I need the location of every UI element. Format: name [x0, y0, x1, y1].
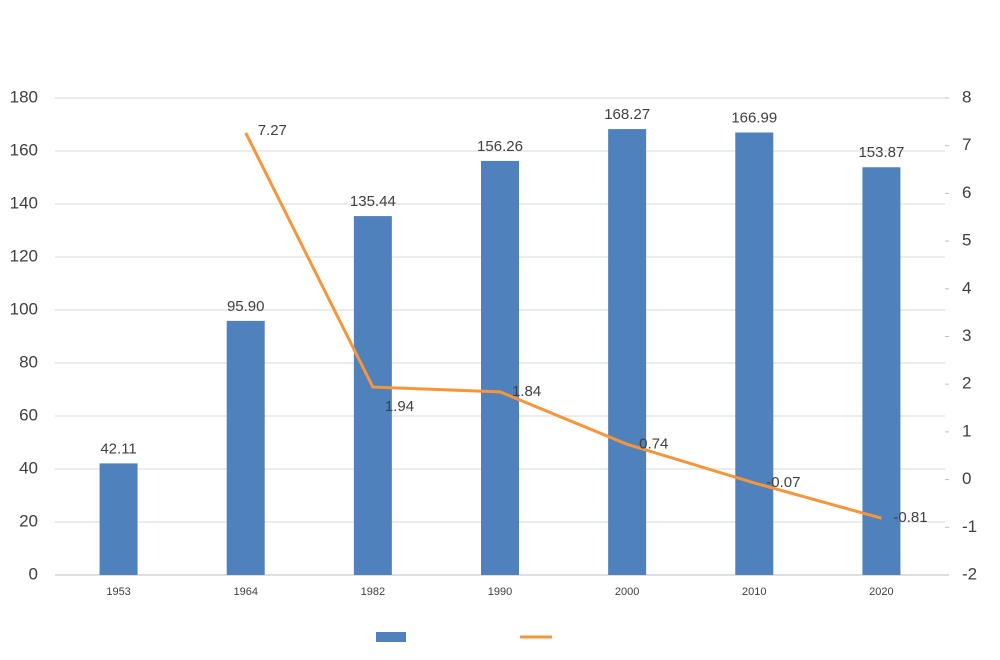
y2-tick-label: 8	[962, 87, 971, 106]
x-tick-label: 1982	[361, 586, 385, 598]
data-label: 7.27	[258, 122, 287, 139]
bar	[99, 463, 138, 575]
data-label: 135.44	[350, 193, 396, 210]
y2-tick-label: 4	[962, 278, 971, 297]
bar	[735, 132, 774, 575]
y-tick-label: 100	[10, 299, 38, 318]
data-label: 95.90	[227, 298, 265, 315]
y2-tick-label: 7	[962, 135, 971, 154]
bar	[353, 216, 392, 576]
y-tick-label: 120	[10, 246, 38, 265]
y2-tick-label: 0	[962, 469, 971, 488]
y2-tick-label: -1	[962, 517, 977, 536]
y-tick-label: 80	[19, 352, 38, 371]
y-tick-label: 140	[10, 193, 38, 212]
data-label: -0.81	[893, 509, 927, 526]
x-tick-label: 1964	[233, 586, 257, 598]
y2-tick-label: 1	[962, 421, 971, 440]
y2-tick-label: 3	[962, 326, 971, 345]
data-label: 1.94	[385, 398, 414, 415]
bar	[608, 129, 647, 575]
x-tick-label: 2000	[615, 586, 639, 598]
line	[244, 132, 882, 520]
bar	[226, 320, 265, 575]
legend	[376, 632, 552, 642]
y-tick-label: 180	[10, 87, 38, 106]
y-tick-label: 20	[19, 511, 38, 530]
bar	[481, 160, 519, 575]
data-label: 1.84	[512, 383, 541, 400]
data-label: 168.27	[604, 106, 650, 123]
legend-swatch-bar	[376, 632, 406, 642]
data-label: 153.87	[858, 144, 904, 161]
y-tick-label: 0	[29, 564, 38, 583]
y-tick-label: 40	[19, 458, 38, 477]
x-tick-label: 1990	[488, 586, 512, 598]
x-tick-label: 1953	[106, 586, 130, 598]
data-label: -0.07	[766, 474, 800, 491]
x-tick-label: 2020	[869, 586, 893, 598]
y-tick-label: 60	[19, 405, 38, 424]
bar	[862, 167, 901, 575]
y-tick-label: 160	[10, 140, 38, 159]
data-label: 0.74	[639, 435, 668, 452]
y2-tick-label: 2	[962, 374, 971, 393]
data-label: 42.11	[100, 440, 136, 457]
y2-tick-label: 6	[962, 183, 971, 202]
data-label: 166.99	[731, 109, 777, 126]
y2-tick-label: 5	[962, 231, 971, 250]
y2-tick-label: -2	[962, 564, 977, 583]
data-label: 156.26	[477, 138, 523, 155]
x-tick-label: 2010	[742, 586, 766, 598]
